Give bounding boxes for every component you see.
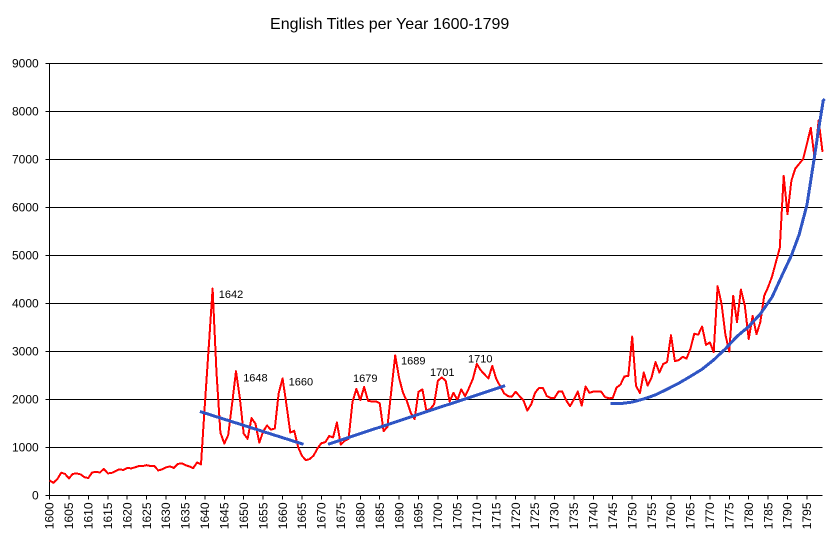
svg-text:0: 0 <box>32 489 39 503</box>
svg-text:1710: 1710 <box>468 353 492 365</box>
svg-text:1785: 1785 <box>761 502 775 529</box>
svg-text:1675: 1675 <box>334 502 348 529</box>
svg-text:1730: 1730 <box>548 502 562 529</box>
svg-text:1695: 1695 <box>412 502 426 529</box>
svg-text:7000: 7000 <box>12 153 39 167</box>
svg-text:1645: 1645 <box>218 502 232 529</box>
svg-text:1665: 1665 <box>295 502 309 529</box>
svg-text:1790: 1790 <box>781 502 795 529</box>
svg-text:1685: 1685 <box>373 502 387 529</box>
svg-text:1680: 1680 <box>354 502 368 529</box>
svg-text:1755: 1755 <box>645 502 659 529</box>
svg-text:1635: 1635 <box>179 502 193 529</box>
svg-text:1690: 1690 <box>392 502 406 529</box>
svg-text:1715: 1715 <box>489 502 503 529</box>
svg-text:3000: 3000 <box>12 345 39 359</box>
svg-text:1775: 1775 <box>723 502 737 529</box>
svg-text:1740: 1740 <box>587 502 601 529</box>
svg-text:2000: 2000 <box>12 393 39 407</box>
svg-text:1765: 1765 <box>684 502 698 529</box>
svg-text:9000: 9000 <box>12 57 39 71</box>
svg-text:1679: 1679 <box>353 373 377 385</box>
svg-text:1725: 1725 <box>528 502 542 529</box>
svg-text:1605: 1605 <box>62 502 76 529</box>
svg-text:1630: 1630 <box>159 502 173 529</box>
svg-text:1642: 1642 <box>219 289 243 301</box>
svg-text:1625: 1625 <box>140 502 154 529</box>
svg-text:1720: 1720 <box>509 502 523 529</box>
svg-text:1760: 1760 <box>664 502 678 529</box>
svg-text:1701: 1701 <box>430 367 454 379</box>
svg-text:1795: 1795 <box>800 502 814 529</box>
svg-text:1670: 1670 <box>315 502 329 529</box>
svg-text:1610: 1610 <box>82 502 96 529</box>
svg-text:1600: 1600 <box>43 502 57 529</box>
svg-text:1648: 1648 <box>243 373 267 385</box>
svg-text:1615: 1615 <box>101 502 115 529</box>
svg-text:1770: 1770 <box>703 502 717 529</box>
svg-text:English Titles per Year 1600-1: English Titles per Year 1600-1799 <box>270 16 509 33</box>
svg-text:8000: 8000 <box>12 105 39 119</box>
svg-text:1640: 1640 <box>198 502 212 529</box>
svg-text:6000: 6000 <box>12 201 39 215</box>
svg-text:1650: 1650 <box>237 502 251 529</box>
svg-text:1750: 1750 <box>625 502 639 529</box>
svg-text:1660: 1660 <box>289 376 313 388</box>
svg-text:5000: 5000 <box>12 249 39 263</box>
svg-text:1660: 1660 <box>276 502 290 529</box>
svg-text:4000: 4000 <box>12 297 39 311</box>
svg-text:1710: 1710 <box>470 502 484 529</box>
svg-text:1735: 1735 <box>567 502 581 529</box>
svg-text:1620: 1620 <box>120 502 134 529</box>
svg-text:1700: 1700 <box>431 502 445 529</box>
svg-text:1689: 1689 <box>401 355 425 367</box>
svg-text:1655: 1655 <box>256 502 270 529</box>
svg-text:1705: 1705 <box>451 502 465 529</box>
svg-text:1000: 1000 <box>12 441 39 455</box>
svg-text:1780: 1780 <box>742 502 756 529</box>
svg-text:1745: 1745 <box>606 502 620 529</box>
